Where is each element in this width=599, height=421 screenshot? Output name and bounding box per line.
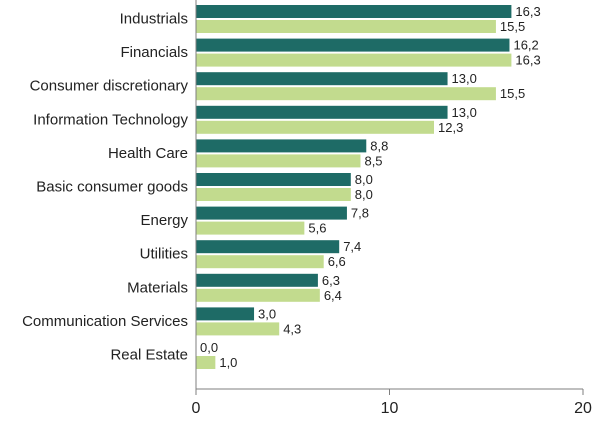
value-label: 8,8 (370, 138, 388, 153)
bar-series-2 (196, 288, 320, 302)
bar-series-1 (196, 5, 512, 18)
bar-series-1 (196, 206, 347, 220)
value-label: 6,6 (328, 254, 346, 269)
x-tick-label: 0 (192, 400, 201, 417)
bar-series-2 (196, 120, 435, 134)
bar-series-1 (196, 72, 448, 86)
value-label: 4,3 (283, 321, 301, 336)
value-label: 16,3 (515, 53, 540, 68)
value-label: 15,5 (500, 86, 525, 101)
bar-series-2 (196, 188, 351, 201)
value-label: 12,3 (438, 120, 463, 135)
bar-series-2 (196, 255, 324, 269)
value-label: 13,0 (452, 71, 477, 86)
category-label: Health Care (108, 145, 188, 162)
category-label: Basic consumer goods (36, 179, 188, 196)
x-tick-label: 20 (574, 400, 592, 417)
value-label: 0,0 (200, 340, 218, 355)
category-label: Real Estate (110, 347, 188, 364)
category-label: Utilities (140, 246, 188, 263)
bar-series-2 (196, 221, 305, 235)
category-label: Materials (127, 279, 188, 296)
bar-series-2 (196, 87, 496, 101)
value-label: 15,5 (500, 19, 525, 34)
value-label: 3,0 (258, 306, 276, 321)
value-label: 1,0 (219, 355, 237, 370)
category-label: Industrials (120, 11, 188, 28)
category-label: Energy (140, 212, 188, 229)
bar-series-2 (196, 20, 496, 33)
bar-series-2 (196, 154, 361, 168)
value-label: 6,4 (324, 288, 342, 303)
bar-series-2 (196, 53, 512, 67)
value-label: 6,3 (322, 273, 340, 288)
value-label: 8,0 (355, 172, 373, 187)
x-tick-label: 10 (381, 400, 399, 417)
value-label: 7,4 (343, 239, 361, 254)
value-label: 7,8 (351, 206, 369, 221)
bar-series-1 (196, 105, 448, 119)
category-label: Communication Services (22, 313, 188, 330)
bar-series-1 (196, 273, 318, 287)
category-label: Consumer discretionary (30, 78, 189, 95)
bar-series-1 (196, 38, 510, 52)
value-label: 8,0 (355, 187, 373, 202)
bar-series-2 (196, 356, 216, 369)
value-label: 13,0 (452, 105, 477, 120)
bar-series-1 (196, 240, 340, 254)
bar-series-2 (196, 322, 280, 336)
value-label: 5,6 (308, 221, 326, 236)
value-label: 16,2 (513, 38, 538, 53)
bar-series-1 (196, 173, 351, 186)
bar-series-1 (196, 307, 255, 321)
value-label: 8,5 (364, 153, 382, 168)
bar-series-1 (196, 139, 367, 153)
category-label: Information Technology (33, 111, 188, 128)
category-label: Financials (120, 44, 188, 61)
value-label: 16,3 (515, 4, 540, 19)
